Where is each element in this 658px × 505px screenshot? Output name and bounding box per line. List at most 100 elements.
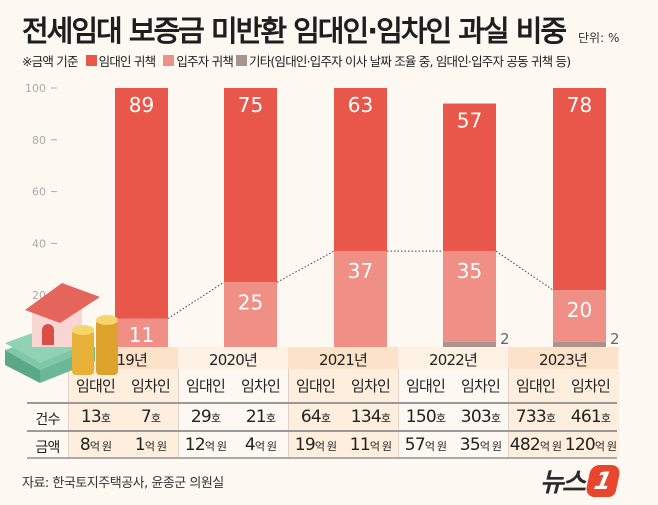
count-value: 64 xyxy=(300,407,322,427)
row-label-amount: 금액 xyxy=(35,440,60,456)
divider xyxy=(27,402,617,404)
logo-mark: 1 xyxy=(584,464,622,497)
legend-label-tenant: 입주자 귀책 xyxy=(176,54,234,69)
count-cell: 461호 xyxy=(563,407,618,427)
y-tick-label: 40 xyxy=(32,237,46,250)
amount-unit: 억 원 xyxy=(204,440,227,453)
logo-text: 뉴스 xyxy=(540,468,586,498)
amount-value: 120 xyxy=(564,435,596,455)
count-value: 733 xyxy=(515,407,547,427)
bar-value-label: 75 xyxy=(238,93,263,117)
bar-value-label: 2 xyxy=(500,330,510,348)
year-header: 2020년 xyxy=(209,351,258,369)
count-cell: 21호 xyxy=(233,407,288,427)
coins-icon xyxy=(72,315,118,375)
amount-value: 35 xyxy=(459,435,481,455)
house-money-illustration xyxy=(5,283,118,383)
bar-value-label: 2 xyxy=(610,330,620,348)
year-header: 2021년 xyxy=(319,351,368,369)
count-unit: 호 xyxy=(320,412,331,425)
legend-note: ※금액 기준 xyxy=(22,54,78,69)
amount-value: 8 xyxy=(79,435,91,455)
amount-cell: 57억 원 xyxy=(398,435,453,455)
year-header-band xyxy=(288,347,398,369)
count-cell: 134호 xyxy=(343,407,398,427)
bar-segment xyxy=(115,88,168,319)
bar-value-label: 63 xyxy=(348,93,373,117)
sub-header: 임대인 xyxy=(75,377,116,395)
year-header-band xyxy=(178,347,288,369)
amount-cell: 482억 원 xyxy=(508,435,563,455)
bar-segment xyxy=(443,251,496,342)
amount-unit: 억 원 xyxy=(369,440,392,453)
count-unit: 호 xyxy=(380,412,391,425)
legend: ※금액 기준 임대인 귀책 입주자 귀책 기타(임대인·입주자 이사 날짜 조율… xyxy=(22,51,571,70)
bar-segment xyxy=(334,251,387,347)
count-unit: 호 xyxy=(100,412,111,425)
bar-segment xyxy=(553,88,606,291)
count-value: 150 xyxy=(405,407,437,427)
amount-unit: 억 원 xyxy=(89,440,112,453)
amount-cell: 35억 원 xyxy=(453,435,508,455)
amount-unit: 억 원 xyxy=(594,440,617,453)
sub-header: 임대인 xyxy=(405,377,446,395)
amount-value: 4 xyxy=(244,435,256,455)
bar-segment xyxy=(224,282,277,347)
amount-value: 57 xyxy=(404,435,426,455)
bar-value-label: 11 xyxy=(129,323,154,347)
legend-swatch-landlord xyxy=(85,55,97,66)
count-cell: 150호 xyxy=(398,407,453,427)
divider xyxy=(27,430,617,432)
count-value: 7 xyxy=(140,407,152,427)
count-value: 21 xyxy=(245,407,267,427)
year-header: 2022년 xyxy=(429,351,478,369)
bar-value-label: 35 xyxy=(457,259,482,283)
amount-unit: 억 원 xyxy=(254,440,277,453)
amount-value: 1 xyxy=(134,435,146,455)
legend-swatch-tenant xyxy=(163,55,175,66)
amount-cell: 1억 원 xyxy=(123,435,178,455)
data-table: 2019년 임대인 13호 8억 원 임차인 7호 1억 원 2020년 임대인 29호 12억 원… xyxy=(0,347,658,459)
source-note: 자료: 한국토지주택공사, 윤종군 의원실 xyxy=(22,476,224,491)
count-cell: 7호 xyxy=(123,407,178,427)
unit-label: 단위: % xyxy=(578,31,620,45)
legend-label-other: 기타(임대인·입주자 이사 날짜 조율 중, 임대인·입주자 공동 귀책 등) xyxy=(249,54,571,69)
legend-label-landlord: 임대인 귀책 xyxy=(98,54,156,69)
bar-segment xyxy=(224,88,277,283)
news1-logo: 뉴스 1 xyxy=(540,462,622,499)
sub-header: 임차인 xyxy=(570,377,611,395)
amount-unit: 억 원 xyxy=(479,440,502,453)
amount-value: 11 xyxy=(349,435,371,455)
sub-header: 임차인 xyxy=(130,377,171,395)
y-tick-label: 80 xyxy=(32,134,46,147)
year-header-band xyxy=(398,347,508,369)
amount-unit: 억 원 xyxy=(424,440,447,453)
bar-value-label: 37 xyxy=(348,259,373,283)
count-unit: 호 xyxy=(265,412,276,425)
sub-header: 임대인 xyxy=(515,377,556,395)
bar-segment xyxy=(115,318,168,347)
bar-value-label: 20 xyxy=(567,298,592,322)
connector-line xyxy=(276,250,335,283)
count-cell: 13호 xyxy=(68,407,123,427)
bar-segment xyxy=(443,341,496,347)
count-value: 29 xyxy=(190,407,212,427)
amount-cell: 12억 원 xyxy=(178,435,233,455)
count-value: 461 xyxy=(570,407,602,427)
amount-unit: 억 원 xyxy=(144,440,167,453)
year-header-band xyxy=(68,347,178,369)
amount-cell: 8억 원 xyxy=(68,435,123,455)
amount-unit: 억 원 xyxy=(314,440,337,453)
y-tick-label: 60 xyxy=(32,186,46,199)
sub-header: 임대인 xyxy=(295,377,336,395)
count-cell: 64호 xyxy=(288,407,343,427)
count-unit: 호 xyxy=(210,412,221,425)
count-cell: 303호 xyxy=(453,407,508,427)
count-cell: 29호 xyxy=(178,407,233,427)
count-value: 134 xyxy=(350,407,382,427)
divider xyxy=(27,457,617,459)
connector-line xyxy=(495,250,554,291)
sub-header: 임대인 xyxy=(185,377,226,395)
amount-unit: 억 원 xyxy=(539,440,562,453)
sub-header: 임차인 xyxy=(240,377,281,395)
